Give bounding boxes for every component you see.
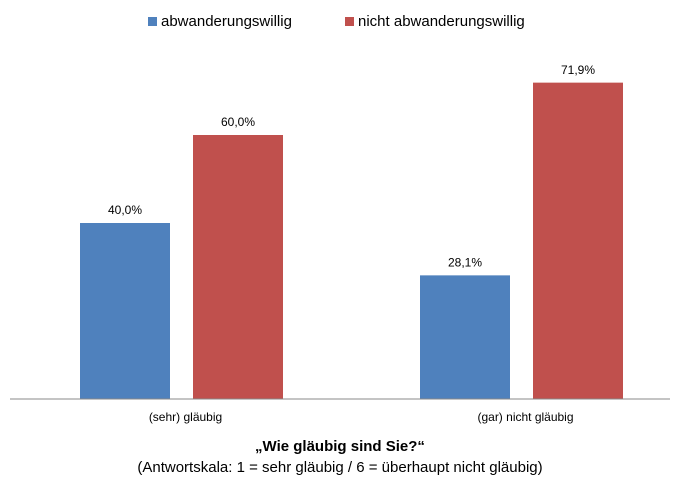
- value-label: 40,0%: [108, 203, 142, 217]
- legend-swatch: [345, 17, 354, 26]
- x-axis-subtitle: (Antwortskala: 1 = sehr gläubig / 6 = üb…: [137, 459, 542, 476]
- value-label: 71,9%: [561, 63, 595, 77]
- value-label: 60,0%: [221, 115, 255, 129]
- legend-label: nicht abwanderungswillig: [358, 13, 525, 30]
- bar: [80, 223, 170, 399]
- value-label: 28,1%: [448, 256, 482, 270]
- bar: [193, 135, 283, 399]
- legend-swatch: [148, 17, 157, 26]
- legend-label: abwanderungswillig: [161, 13, 292, 30]
- x-tick-label: (sehr) gläubig: [149, 410, 222, 424]
- x-tick-label: (gar) nicht gläubig: [477, 410, 573, 424]
- x-axis-title: „Wie gläubig sind Sie?“: [255, 438, 425, 455]
- bar: [420, 275, 510, 399]
- bar: [533, 82, 623, 399]
